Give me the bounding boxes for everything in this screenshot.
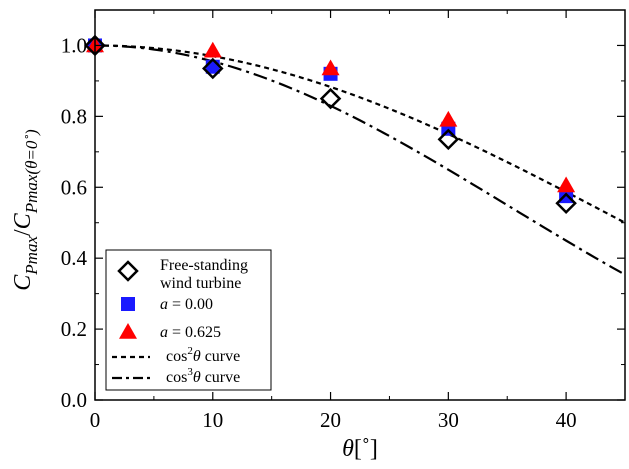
legend-label-free-standing-line1: Free-standing (160, 257, 248, 274)
x-tick-label: 30 (438, 408, 459, 432)
a-0625-point (203, 41, 222, 58)
legend-label-free-standing-line2: wind turbine (160, 275, 241, 292)
free-standing-point (202, 57, 224, 80)
y-tick-label: 0.8 (61, 104, 87, 128)
legend-diamond-icon (117, 260, 139, 282)
a-000-point (559, 189, 574, 204)
legend-a-0625-var: a (160, 324, 168, 341)
y-tick-label: 0.6 (61, 175, 87, 199)
legend-triangle-icon (119, 323, 137, 339)
legend: Free-standing wind turbine a = 0.00 a = … (105, 249, 272, 391)
x-axis-label: θ[˚] (342, 436, 378, 462)
legend-cos3-var: θ (193, 369, 201, 386)
legend-cos2-sup: 2 (187, 345, 193, 357)
y-label-sub2: Pmax(θ=0˚) (22, 129, 41, 214)
legend-a-000-rest: = 0.00 (168, 296, 213, 313)
markers-layer (84, 34, 577, 214)
legend-symbols (112, 260, 150, 380)
legend-a-0625-rest: = 0.625 (168, 324, 221, 341)
legend-cos3-pre: cos (166, 369, 187, 386)
x-tick-label: 10 (202, 408, 223, 432)
x-label-theta: θ (342, 436, 354, 462)
y-tick-label: 0.2 (61, 317, 87, 341)
y-label-c1: C (10, 274, 36, 291)
legend-label-cos3: cos3θ curve (166, 366, 240, 386)
y-label-sub1: Pmax (22, 236, 41, 276)
x-label-unit: [˚] (354, 436, 378, 462)
legend-cos3-sup: 3 (187, 366, 193, 378)
cos2-curve (94, 44, 626, 224)
legend-label-a-0625: a = 0.625 (160, 324, 221, 341)
legend-cos2-var: θ (193, 348, 201, 365)
y-label-c2: C (10, 212, 36, 229)
x-tick-label: 40 (556, 408, 577, 432)
legend-label-cos2: cos2θ curve (166, 345, 240, 365)
cos3-curve (94, 44, 626, 276)
plot-frame (94, 9, 626, 401)
legend-cos2-pre: cos (166, 348, 187, 365)
legend-cos2-post: curve (201, 348, 241, 365)
legend-a-000-var: a (160, 296, 168, 313)
y-axis-label: CPmax/CPmax(θ=0˚) (10, 129, 41, 291)
free-standing-point (319, 87, 342, 110)
curves-layer (94, 44, 626, 276)
free-standing-point (555, 192, 577, 214)
legend-label-a-000: a = 0.00 (160, 296, 213, 313)
y-tick-label: 1.0 (61, 33, 87, 57)
x-tick-label: 0 (90, 408, 101, 432)
x-tick-label: 20 (320, 408, 341, 432)
y-label-slash: / (10, 229, 36, 236)
y-tick-label: 0.4 (61, 246, 88, 270)
free-standing-point (437, 128, 460, 151)
a-0625-point (557, 176, 576, 193)
legend-cos3-post: curve (201, 369, 241, 386)
legend-square-icon (121, 297, 135, 311)
y-tick-label: 0.0 (61, 388, 87, 412)
a-0625-point (439, 110, 458, 127)
ticks-layer: 0 10 20 30 40 0.0 0.2 0.4 0.6 0.8 1.0 (61, 9, 625, 432)
a-0625-point (321, 59, 340, 76)
